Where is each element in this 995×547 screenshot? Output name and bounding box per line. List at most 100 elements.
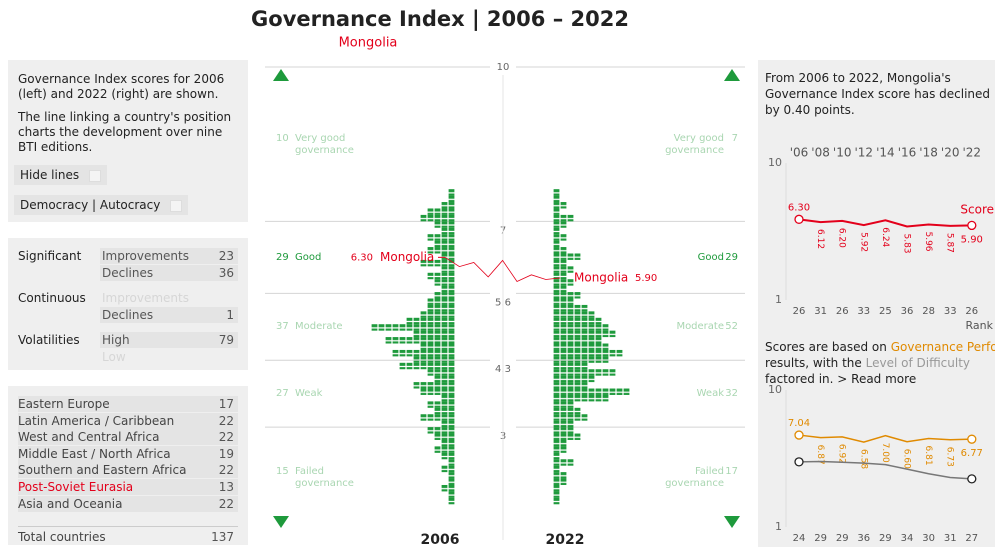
histogram-bar — [420, 214, 455, 222]
histogram-bar — [427, 369, 455, 376]
histogram-bar — [553, 214, 574, 222]
x-tick-label: '10 — [833, 146, 852, 160]
histogram-bar — [413, 356, 455, 363]
info-text: Governance Index scores for 2006 (left) … — [18, 72, 225, 101]
trend-label: High — [102, 333, 130, 347]
trend-item: Declines 36 — [100, 265, 238, 281]
intro: results, with the Level of Difficulty — [765, 356, 970, 370]
histogram-bar — [434, 407, 455, 415]
value-label: 6.12 — [815, 229, 825, 249]
trend-label: Improvements — [102, 249, 189, 263]
band-count: 29 — [276, 252, 289, 263]
histogram-bar — [441, 484, 455, 492]
region-label: Southern and Eastern Africa — [18, 463, 187, 478]
histogram-bar — [553, 279, 574, 286]
country-path — [444, 257, 561, 283]
value-label: 5.87 — [945, 233, 955, 253]
band-name: Weak — [696, 388, 724, 399]
histogram-bar — [553, 420, 574, 428]
histogram-bar — [553, 459, 574, 466]
trend-value: 1 — [226, 308, 234, 322]
region-value: 22 — [218, 463, 234, 478]
band-count: 10 — [276, 133, 289, 144]
trend-label: Improvements — [102, 291, 189, 305]
read-more-link[interactable]: > Read more — [837, 372, 916, 386]
down-arrow[interactable] — [724, 516, 740, 528]
histogram-bar — [427, 401, 455, 408]
country: Mongolia — [339, 36, 398, 51]
region-value: 19 — [218, 446, 234, 461]
intro-part: factored in. — [765, 372, 837, 386]
trend-group: Significant — [18, 249, 82, 263]
histogram-bar — [441, 452, 455, 460]
histogram-bar — [553, 388, 630, 395]
region-label: Eastern Europe — [18, 397, 110, 411]
rank: 33 — [944, 306, 957, 317]
region-row: Latin America / Caribbean 22 — [18, 412, 238, 429]
country-value: 5.90 — [635, 273, 657, 284]
histogram-bar — [420, 343, 455, 350]
x-tick-label: '18 — [919, 146, 938, 160]
trend-row: Declines 36 — [18, 265, 238, 281]
band-label: 15 Failed governance — [276, 466, 371, 490]
histogram-bar — [553, 272, 567, 280]
histogram-bar — [553, 369, 616, 376]
histogram-bar — [441, 465, 455, 473]
up-arrow[interactable] — [273, 69, 289, 81]
up-arrow[interactable] — [724, 69, 740, 81]
histogram-bar — [441, 420, 455, 428]
histogram-bar — [441, 285, 455, 293]
info-panel: Governance Index scores for 2006 (left) … — [8, 60, 248, 222]
total-label: Total countries — [18, 529, 106, 544]
value-label: 5.83 — [902, 233, 912, 253]
histogram-bar — [371, 324, 455, 331]
histogram-bar — [553, 414, 588, 421]
histogram-bar — [553, 343, 609, 350]
button-label: Hide lines — [20, 168, 80, 182]
histogram-bar — [434, 221, 455, 228]
rank: 34 — [901, 533, 914, 544]
band-label: 37 Moderate — [276, 321, 371, 333]
histogram-bar — [553, 285, 567, 293]
intro: Scores are based on Governance Performan… — [765, 340, 995, 354]
trend-label: Declines — [102, 308, 154, 322]
histogram-bar — [553, 189, 560, 196]
checkbox[interactable] — [89, 169, 102, 182]
band-name: Good — [295, 252, 322, 263]
band-name: Moderate — [295, 321, 343, 332]
rank: 36 — [901, 306, 914, 317]
histogram-bar — [413, 330, 455, 338]
down-arrow[interactable] — [273, 516, 289, 528]
histogram-bar — [441, 266, 455, 273]
histogram-bar — [553, 484, 560, 492]
regime-button[interactable]: Democracy | Autocracy — [14, 195, 189, 215]
checkbox[interactable] — [170, 199, 183, 212]
histogram-bar — [553, 195, 560, 203]
histogram-bar — [427, 234, 455, 241]
histogram-bar — [448, 478, 455, 485]
rank: 30 — [922, 533, 935, 544]
rank: 27 — [965, 533, 978, 544]
histogram-bar — [420, 414, 455, 421]
band-count: 27 — [276, 388, 289, 399]
y-tick-label: 10 — [768, 383, 782, 396]
histogram-bar — [434, 446, 455, 453]
histogram-bar — [553, 221, 567, 228]
region-value: 22 — [218, 413, 234, 428]
value-label: 6.58 — [858, 449, 868, 469]
band-label: 27 Weak — [276, 388, 371, 400]
intro: factored in. > Read more — [765, 372, 916, 386]
trend-item: High 79 — [100, 332, 238, 348]
region-row: Eastern Europe 17 — [18, 396, 238, 412]
histogram-bar — [553, 266, 574, 273]
band-name: Failed governance — [665, 466, 724, 489]
histogram-bar — [553, 240, 560, 248]
hide-lines-button[interactable]: Hide lines — [14, 165, 108, 185]
region-value: 22 — [218, 430, 234, 445]
end-marker — [967, 220, 977, 231]
value-label: 7.04 — [788, 418, 810, 429]
histogram-bar — [441, 202, 455, 209]
spacer — [18, 324, 238, 332]
histogram-bar — [420, 388, 455, 395]
